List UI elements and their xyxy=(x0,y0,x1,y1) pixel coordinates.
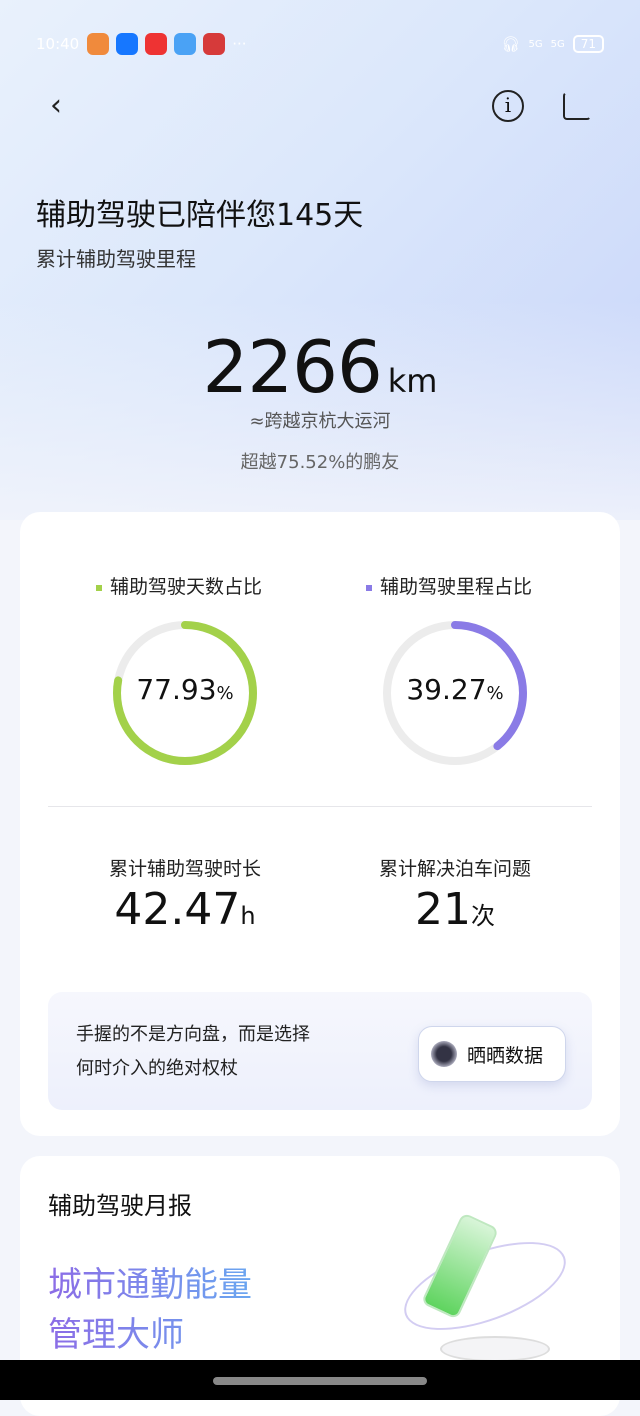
parking-number: 21 xyxy=(415,884,471,935)
mileage-ratio-arc xyxy=(383,621,527,765)
parking-value: 21次 xyxy=(330,884,580,935)
days-ratio-number: 77.93 xyxy=(136,673,217,706)
share-data-label: 晒晒数据 xyxy=(467,1044,544,1067)
quote-box: 手握的不是方向盘，而是选择 何时介入的绝对权杖 晒晒数据 xyxy=(48,992,592,1110)
parking-label: 累计解决泊车问题 xyxy=(378,858,531,880)
headline-line: 管理大师 xyxy=(48,1315,184,1355)
parking-unit: 次 xyxy=(471,902,495,930)
mileage-ratio-ring xyxy=(383,621,527,765)
signal-icon-2: 5G xyxy=(550,38,565,50)
mileage-ratio-value: 39.27% xyxy=(385,673,525,706)
duration-label: 累计辅助驾驶时长 xyxy=(108,858,261,880)
page-subtitle: 累计辅助驾驶里程 xyxy=(36,247,196,271)
battery-icon: 71 xyxy=(572,35,604,53)
percent-unit: % xyxy=(216,683,234,704)
days-ratio-arc xyxy=(113,621,257,765)
info-button[interactable]: i xyxy=(492,90,524,122)
headphone-icon: 🎧︎ xyxy=(501,35,521,53)
quote-line: 手握的不是方向盘，而是选择 xyxy=(76,1024,310,1045)
status-bar: 10:40 ··· 🎧︎ 5G 5G 71 xyxy=(36,30,604,58)
mileage-ratio-legend: 辅助驾驶里程占比 xyxy=(366,572,532,599)
divider xyxy=(48,806,592,807)
duration-value: 42.47h xyxy=(60,884,310,935)
days-ratio-ring xyxy=(113,621,257,765)
quote-line: 何时介入的绝对权杖 xyxy=(76,1058,238,1079)
page-title: 辅助驾驶已陪伴您145天 xyxy=(36,198,364,233)
share-data-button[interactable]: 晒晒数据 xyxy=(418,1026,566,1082)
legend-dot xyxy=(96,584,102,591)
nav-bar: ‹ xyxy=(0,86,640,134)
app-icon-alipay xyxy=(116,33,139,55)
headline-line: 城市通勤能量 xyxy=(48,1265,252,1305)
mileage-ratio-label: 辅助驾驶里程占比 xyxy=(380,576,533,598)
mileage-ratio-number: 39.27 xyxy=(406,673,487,706)
mileage-unit: km xyxy=(387,362,438,400)
duration-number: 42.47 xyxy=(114,884,241,935)
signal-icon: 5G xyxy=(528,38,543,50)
mileage-comparison: ≈跨越京杭大运河 xyxy=(249,411,391,432)
more-notifications-icon: ··· xyxy=(232,35,247,53)
mileage-rank: 超越75.52%的鹏友 xyxy=(240,452,400,473)
back-button[interactable]: ‹ xyxy=(50,88,62,123)
percent-unit: % xyxy=(486,683,504,704)
share-button[interactable] xyxy=(563,92,591,120)
app-icon-health xyxy=(87,33,110,55)
app-icon-game xyxy=(145,33,168,55)
duration-unit: h xyxy=(240,902,256,930)
home-indicator[interactable] xyxy=(213,1377,427,1385)
pedestal-decoration xyxy=(440,1336,550,1362)
days-ratio-legend: 辅助驾驶天数占比 xyxy=(96,572,262,599)
quote-text: 手握的不是方向盘，而是选择 何时介入的绝对权杖 xyxy=(76,1018,310,1086)
days-ratio-label: 辅助驾驶天数占比 xyxy=(110,576,263,598)
monthly-headline: 城市通勤能量 管理大师 xyxy=(48,1260,252,1360)
app-icon-shop xyxy=(203,33,226,55)
stats-card: 辅助驾驶天数占比 辅助驾驶里程占比 77.93% 39.27% 累计辅助驾驶时长… xyxy=(20,512,620,1136)
app-icon-weather xyxy=(174,33,197,55)
days-ratio-value: 77.93% xyxy=(115,673,255,706)
robot-icon xyxy=(431,1041,457,1067)
mileage-value: 2266 xyxy=(202,325,383,409)
status-time: 10:40 xyxy=(36,35,80,53)
monthly-report-title: 辅助驾驶月报 xyxy=(48,1192,192,1220)
legend-dot xyxy=(366,584,372,591)
total-mileage: 2266 km xyxy=(0,325,640,409)
